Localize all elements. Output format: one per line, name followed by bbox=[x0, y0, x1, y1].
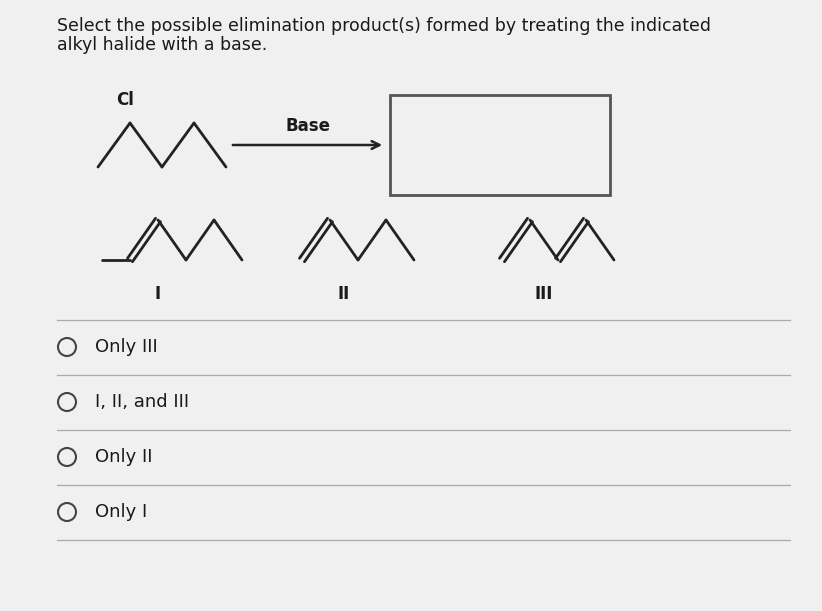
Bar bbox=[390, 95, 610, 195]
Text: Select the possible elimination product(s) formed by treating the indicated: Select the possible elimination product(… bbox=[57, 17, 711, 35]
Text: II: II bbox=[338, 285, 350, 303]
Text: alkyl halide with a base.: alkyl halide with a base. bbox=[57, 36, 267, 54]
Text: I: I bbox=[155, 285, 161, 303]
Text: III: III bbox=[535, 285, 553, 303]
Text: I, II, and III: I, II, and III bbox=[95, 393, 189, 411]
Text: Only II: Only II bbox=[95, 448, 153, 466]
Text: Only III: Only III bbox=[95, 338, 158, 356]
Text: Cl: Cl bbox=[116, 91, 134, 109]
Text: Only I: Only I bbox=[95, 503, 147, 521]
Text: Base: Base bbox=[285, 117, 330, 135]
